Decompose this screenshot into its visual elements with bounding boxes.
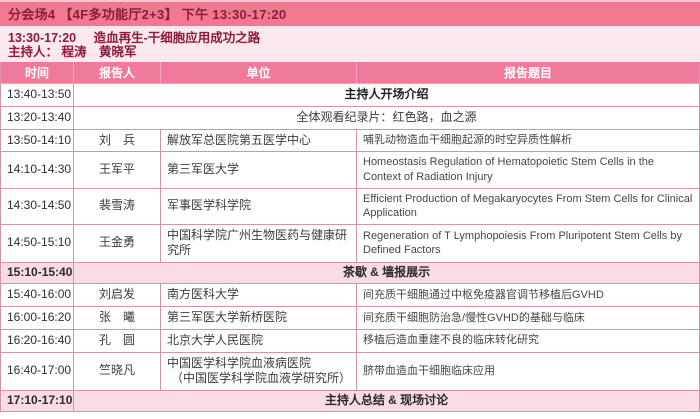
table-row: 13:50-14:10 刘 兵解放军总医院第五医学中心 哺乳动物造血干细胞起源的时空… [0,128,700,153]
table-row: 16:00-16:20 张 曦第三军医大学新桥医院 间充质干细胞防治急/慢性GVHD… [0,305,700,330]
talk-title-cell: 哺乳动物造血干细胞起源的时空异质性解析 [356,128,700,153]
speaker-cell: 竺晓凡 [73,351,161,392]
session-info-block: 13:30-17:20 造血再生-干细胞应用成功之路 主持人： 程涛 黄晓军 [0,26,700,62]
session-title: 造血再生-干细胞应用成功之路 [93,31,261,45]
talk-title-cell: Efficient Production of Megakaryocytes F… [356,187,700,225]
merged-cell: 全体观看纪录片：红色路，血之源 [73,105,700,130]
merged-cell: 主持人开场介绍 [73,83,700,107]
affiliation-line1: 北京大学人民医院 [167,332,264,347]
time-cell: 16:40-17:00 [0,351,74,392]
affiliation-cell: 军事医学科学院 [160,187,357,225]
time-cell: 17:10-17:10 [0,390,74,412]
affiliation-line1: 中国科学院广州生物医药与健康研究所 [167,227,348,258]
talk-title-cell: Regeneration of T Lymphopoiesis From Plu… [356,223,700,264]
affiliation-cell: 北京大学人民医院 [160,328,357,353]
schedule-table: 时间 报告人 单位 报告题目 13:40-13:50 主持人开场介绍 13:20-1… [0,62,700,412]
speaker-cell: 王军平 [73,151,161,189]
time-cell: 15:10-15:40 [0,262,74,285]
table-row: 14:30-14:50 裴雪涛 军事医学科学院 Efficient Productio… [0,187,700,225]
affiliation-cell: 解放军总医院第五医学中心 [160,128,357,153]
time-cell: 16:20-16:40 [0,328,74,353]
time-cell: 14:30-14:50 [0,187,74,225]
table-row: 14:50-15:10 王金勇 中国科学院广州生物医药与健康研究所 Regenerat… [0,223,700,264]
hosts-names: 程涛 黄晓军 [61,45,137,59]
table-row: 15:40-16:00 刘启发 南方医科大学 间充质干细胞通过中枢免疫器官调节移植后G… [0,283,700,307]
merged-cell: 茶歇 & 墙报展示 [73,262,700,285]
talk-title-cell: 移植后造血重建不良的临床转化研究 [356,328,700,353]
table-row: 16:40-17:00 竺晓凡 中国医学科学院血液病医院 （中国医学科学院血液学研究所… [0,351,700,392]
affiliation-cell: 中国医学科学院血液病医院 （中国医学科学院血液学研究所） [160,351,357,392]
time-cell: 14:50-15:10 [0,223,74,264]
time-cell: 13:20-13:40 [0,105,74,130]
talk-title-cell: 间充质干细胞通过中枢免疫器官调节移植后GVHD [356,283,700,307]
session-header-title: 分会场4 【4F多功能厅2+3】 下午 13:30-17:20 [8,7,287,22]
affiliation-cell: 中国科学院广州生物医药与健康研究所 [160,223,357,264]
column-header-affiliation: 单位 [160,62,357,84]
session-hosts-line: 主持人： 程涛 黄晓军 [8,45,692,59]
talk-title-cell: Homeostasis Regulation of Hematopoietic … [356,151,700,189]
column-header-time: 时间 [0,62,74,84]
table-header-row: 时间 报告人 单位 报告题目 [0,62,700,84]
speaker-cell: 刘 兵 [73,128,161,153]
speaker-cell: 孔 圆 [73,328,161,353]
table-row: 17:10-17:10 主持人总结 & 现场讨论 [0,390,700,412]
table-row: 13:20-13:40 全体观看纪录片：红色路，血之源 [0,105,700,130]
table-row: 15:10-15:40 茶歇 & 墙报展示 [0,262,700,285]
talk-title-cell: 间充质干细胞防治急/慢性GVHD的基础与临床 [356,305,700,330]
time-cell: 16:00-16:20 [0,305,74,330]
talk-title-cell: 脐带血造血干细胞临床应用 [356,351,700,392]
affiliation-line1: 中国医学科学院血液病医院 [167,355,312,370]
time-cell: 14:10-14:30 [0,151,74,189]
affiliation-line1: 南方医科大学 [167,287,240,302]
affiliation-line1: 军事医学科学院 [167,198,252,213]
time-cell: 13:50-14:10 [0,128,74,153]
session-time: 13:30-17:20 [8,31,77,45]
time-cell: 13:40-13:50 [0,83,74,107]
speaker-cell: 刘启发 [73,283,161,307]
affiliation-line1: 第三军医大学 [167,162,240,177]
time-cell: 15:40-16:00 [0,283,74,307]
schedule-body: 13:40-13:50 主持人开场介绍 13:20-13:40 全体观看纪录片：红色路… [0,83,700,412]
column-header-speaker: 报告人 [73,62,161,84]
hosts-label: 主持人： [8,45,59,59]
table-row: 13:40-13:50 主持人开场介绍 [0,83,700,107]
column-header-title: 报告题目 [356,62,700,84]
speaker-cell: 王金勇 [73,223,161,264]
speaker-cell: 裴雪涛 [73,187,161,225]
affiliation-cell: 南方医科大学 [160,283,357,307]
table-row: 16:20-16:40 孔 圆北京大学人民医院 移植后造血重建不良的临床转化研究 [0,328,700,353]
affiliation-line1: 解放军总医院第五医学中心 [167,132,312,147]
affiliation-line2: （中国医学科学院血液学研究所） [171,371,352,386]
affiliation-line1: 第三军医大学新桥医院 [167,309,288,324]
affiliation-cell: 第三军医大学 [160,151,357,189]
affiliation-cell: 第三军医大学新桥医院 [160,305,357,330]
session-time-title-line: 13:30-17:20 造血再生-干细胞应用成功之路 [8,31,692,45]
merged-cell: 主持人总结 & 现场讨论 [73,390,700,412]
table-row: 14:10-14:30 王军平 第三军医大学 Homeostasis Regulati… [0,151,700,189]
speaker-cell: 张 曦 [73,305,161,330]
session-header-bar: 分会场4 【4F多功能厅2+3】 下午 13:30-17:20 [0,0,700,26]
